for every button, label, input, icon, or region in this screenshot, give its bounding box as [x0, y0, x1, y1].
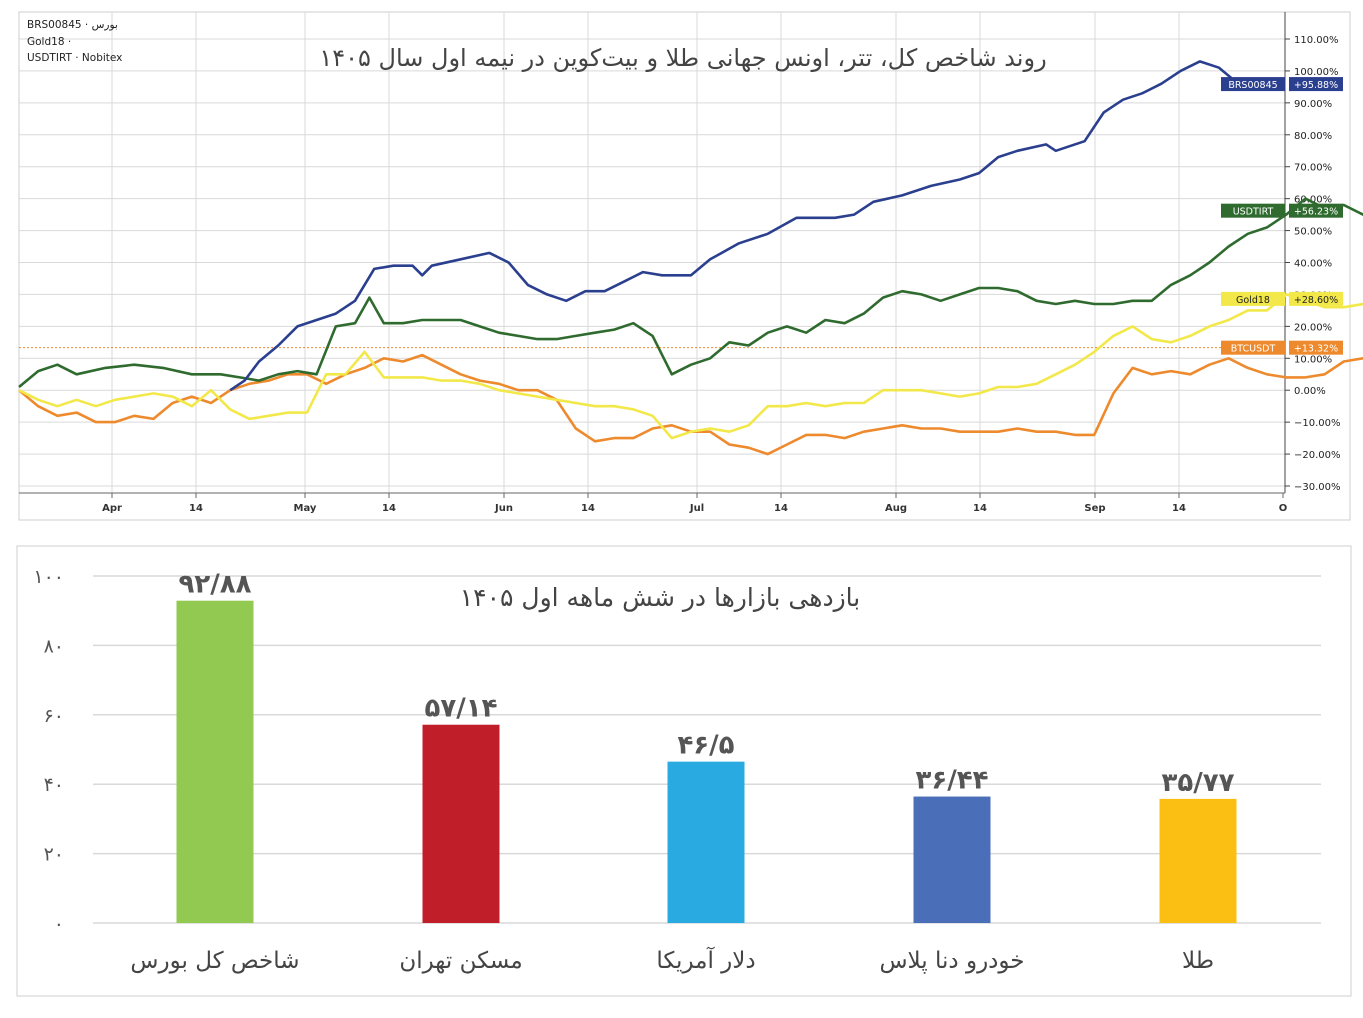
bar-3 — [667, 761, 745, 923]
end-label-name: BTCUSDT — [1231, 344, 1276, 355]
x-tick-label: Apr — [102, 503, 122, 514]
bar-category-label: خودرو دنا پلاس — [879, 948, 1024, 974]
bar-4 — [913, 796, 991, 923]
y-tick-label: 90.00% — [1294, 99, 1332, 110]
legend-item-brs: BRS00845 · بورس — [27, 19, 118, 31]
x-tick-label: 14 — [1172, 503, 1186, 514]
bar-chart: ۰ ۲۰ ۴۰ ۶۰ ۸۰ ۱۰۰ ۹۲/۸۸ ۵۷/۱۴ ۴۶/۵ ۳۶/۴۴ ۳۵/۷۷ شا… — [16, 545, 1352, 997]
legend-item-usdt: USDTIRT · Nobitex — [27, 52, 122, 64]
bar-y-tick-label: ۱۰۰ — [33, 566, 64, 588]
bar-5 — [1159, 798, 1237, 923]
end-label-value: +56.23% — [1294, 207, 1338, 218]
bar-value-label: ۹۲/۸۸ — [179, 570, 252, 600]
bar-value-label: ۳۶/۴۴ — [916, 766, 989, 796]
x-tick-label: Sep — [1084, 503, 1105, 514]
legend: BRS00845 · بورس Gold18 · USDTIRT · Nobit… — [27, 19, 122, 64]
bar-category-label: طلا — [1182, 948, 1214, 974]
end-label-value-box — [1289, 77, 1343, 92]
x-tick-label: Aug — [885, 503, 907, 514]
end-label-name: Gold18 — [1236, 295, 1270, 306]
line-chart-panel: 110.00% 100.00% 90.00% 80.00% 70.00% 60.00% 50… — [18, 11, 1363, 521]
x-tick-label: Jun — [494, 503, 513, 514]
btc-end-marker — [1222, 343, 1230, 352]
end-label-brs00845: BRS00845 +95.88% — [1221, 77, 1343, 92]
bar-y-tick-label: ۲۰ — [44, 844, 64, 866]
x-tick-label: 14 — [774, 503, 788, 514]
end-label-value: +28.60% — [1294, 295, 1338, 306]
end-label-usdtirt: USDTIRT +56.23% — [1221, 203, 1343, 218]
end-label-name: BRS00845 — [1228, 80, 1277, 91]
y-tick-label: −20.00% — [1294, 450, 1341, 461]
end-label-gold18: Gold18 +28.60% — [1221, 291, 1343, 306]
series-line-btcusdt — [18, 353, 1363, 456]
end-label-btcusdt: BTCUSDT +13.32% — [1221, 340, 1343, 355]
bar-category-label: دلار آمریکا — [656, 946, 755, 974]
bar-y-tick-label: ۶۰ — [44, 705, 64, 727]
end-label-name: USDTIRT — [1233, 207, 1274, 218]
legend-item-gold: Gold18 · — [27, 36, 71, 48]
bar-y-tick-label: ۸۰ — [44, 635, 64, 657]
bar-y-tick-label: ۴۰ — [44, 774, 64, 796]
y-tick-label: 0.00% — [1294, 386, 1326, 397]
end-label-value-box — [1289, 291, 1343, 306]
end-label-value: +13.32% — [1294, 344, 1338, 355]
x-tick-label: Jul — [689, 503, 704, 514]
end-label-name-box — [1221, 340, 1285, 355]
y-tick-label: 110.00% — [1294, 35, 1339, 46]
series-line-usdtirt — [18, 197, 1363, 389]
y-tick-label: 10.00% — [1294, 354, 1332, 365]
bar-value-label: ۳۵/۷۷ — [1162, 768, 1235, 798]
y-tick-label: −10.00% — [1294, 418, 1341, 429]
series-line-brs00845 — [229, 60, 1253, 392]
y-tick-label: 20.00% — [1294, 322, 1332, 333]
end-label-value-box — [1289, 340, 1343, 355]
x-tick-label: 14 — [189, 503, 203, 514]
x-tick-label: May — [294, 503, 317, 514]
bar-y-tick-label: ۰ — [54, 913, 64, 935]
y-tick-label: 100.00% — [1294, 67, 1339, 78]
line-chart: 110.00% 100.00% 90.00% 80.00% 70.00% 60.00% 50… — [18, 11, 1363, 521]
y-tick-label: −30.00% — [1294, 482, 1341, 493]
bar-category-label: مسکن تهران — [399, 948, 522, 974]
bar-1 — [176, 600, 254, 923]
x-tick-label: O — [1279, 503, 1288, 514]
x-tick-label: 14 — [581, 503, 595, 514]
bar-category-label: شاخص کل بورس — [130, 948, 299, 974]
end-label-name-box — [1221, 77, 1285, 92]
bar-chart-panel: ۰ ۲۰ ۴۰ ۶۰ ۸۰ ۱۰۰ ۹۲/۸۸ ۵۷/۱۴ ۴۶/۵ ۳۶/۴۴ ۳۵/۷۷ شا… — [0, 540, 1363, 1014]
y-tick-label: 50.00% — [1294, 227, 1332, 238]
y-tick-label: 70.00% — [1294, 163, 1332, 174]
series-line-gold18 — [18, 293, 1363, 440]
bar-chart-title: بازدهی بازارها در شش ماهه اول ۱۴۰۵ — [460, 583, 860, 613]
bar-value-label: ۵۷/۱۴ — [425, 694, 498, 724]
y-tick-label: 60.00% — [1294, 195, 1332, 206]
y-tick-label: 40.00% — [1294, 259, 1332, 270]
line-chart-title: روند شاخص کل، تتر، اونس جهانی طلا و بیت‌… — [319, 44, 1046, 72]
end-label-value: +95.88% — [1294, 80, 1338, 91]
y-tick-label: 80.00% — [1294, 131, 1332, 142]
x-tick-label: 14 — [382, 503, 396, 514]
end-label-value-box — [1289, 203, 1343, 218]
end-label-name-box — [1221, 203, 1285, 218]
end-label-name-box — [1221, 291, 1285, 306]
bar-2 — [422, 724, 500, 923]
bar-value-label: ۴۶/۵ — [677, 731, 734, 761]
x-tick-label: 14 — [973, 503, 987, 514]
